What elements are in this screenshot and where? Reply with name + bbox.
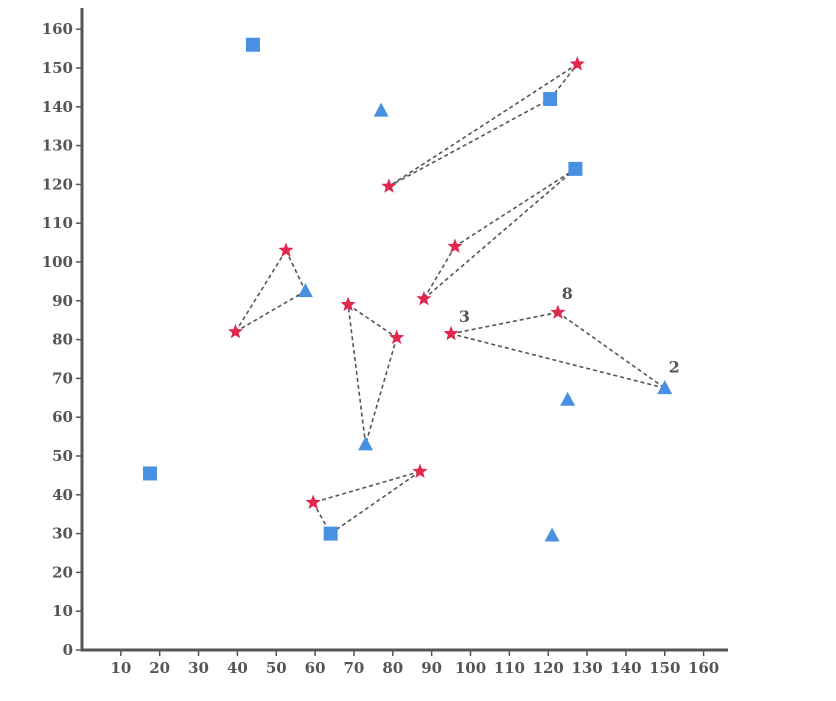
y-tick-label: 80 <box>52 331 73 349</box>
triangle-marker <box>560 391 576 406</box>
x-tick-label: 130 <box>571 659 602 677</box>
star-marker <box>381 178 397 193</box>
star-marker <box>278 242 294 257</box>
star-marker <box>443 325 459 341</box>
y-tick-label: 110 <box>42 214 73 232</box>
link-lines <box>234 63 666 535</box>
annotation-label: 2 <box>669 358 680 377</box>
star-marker <box>305 494 321 510</box>
link-line <box>330 470 421 535</box>
y-tick-label: 120 <box>42 175 73 193</box>
link-line <box>388 98 551 188</box>
link-line <box>347 304 398 339</box>
x-tick-label: 160 <box>688 659 719 677</box>
x-tick-label: 110 <box>494 659 525 677</box>
triangle-marker <box>544 527 560 542</box>
y-tick-label: 100 <box>42 253 73 271</box>
y-tick-label: 0 <box>63 641 73 659</box>
triangle-marker <box>373 102 389 117</box>
star-marker <box>389 329 405 345</box>
y-tick-label: 160 <box>42 20 73 38</box>
x-tick-label: 140 <box>610 659 641 677</box>
x-tick-label: 150 <box>649 659 680 677</box>
link-line <box>450 333 665 389</box>
link-line <box>285 250 307 292</box>
star-marker <box>340 296 356 312</box>
x-tick-label: 10 <box>110 659 131 677</box>
x-tick-label: 90 <box>421 659 442 677</box>
triangle-marker <box>358 436 374 451</box>
data-markers <box>142 37 673 542</box>
star-marker <box>569 56 585 71</box>
square-marker <box>568 161 583 176</box>
x-tick-label: 50 <box>266 659 287 677</box>
y-tick-label: 10 <box>52 602 73 620</box>
square-marker <box>543 92 558 107</box>
y-tick-label: 30 <box>52 525 73 543</box>
link-line <box>557 311 666 389</box>
link-line <box>347 304 367 445</box>
link-line <box>454 168 576 248</box>
y-tick-label: 40 <box>52 486 73 504</box>
link-line <box>364 337 398 445</box>
x-tick-label: 60 <box>305 659 326 677</box>
star-marker <box>447 238 463 253</box>
x-tick-label: 80 <box>382 659 403 677</box>
x-tick-label: 70 <box>344 659 365 677</box>
axes <box>76 8 728 656</box>
star-marker <box>550 304 566 319</box>
x-tick-label: 30 <box>188 659 209 677</box>
square-marker <box>323 526 338 541</box>
link-line <box>388 63 578 188</box>
annotation-label: 3 <box>459 307 470 326</box>
link-line <box>423 168 576 300</box>
star-marker <box>416 290 432 306</box>
tick-labels: 10 20 30 40 50 60 70 80 90 100 110 120 130 140 150 160 0… <box>42 20 720 677</box>
y-tick-label: 70 <box>52 369 73 387</box>
y-tick-label: 130 <box>42 137 73 155</box>
y-tick-label: 90 <box>52 292 73 310</box>
star-marker <box>412 463 428 478</box>
square-marker <box>245 37 260 52</box>
x-tick-label: 120 <box>533 659 564 677</box>
link-line <box>235 290 306 333</box>
link-line <box>423 246 456 300</box>
triangle-marker <box>297 283 313 298</box>
annotations: 3 8 2 <box>459 284 680 377</box>
y-tick-label: 150 <box>42 59 73 77</box>
annotation-label: 8 <box>562 284 573 303</box>
square-marker <box>142 466 157 481</box>
y-tick-label: 60 <box>52 408 73 426</box>
link-line <box>312 470 421 504</box>
x-tick-label: 40 <box>227 659 248 677</box>
y-tick-label: 50 <box>52 447 73 465</box>
star-marker <box>227 323 244 339</box>
link-line <box>234 249 287 333</box>
triangle-marker <box>657 380 673 395</box>
x-tick-label: 20 <box>149 659 170 677</box>
y-tick-label: 20 <box>52 563 73 581</box>
y-tick-label: 140 <box>42 98 73 116</box>
x-tick-label: 100 <box>455 659 486 677</box>
